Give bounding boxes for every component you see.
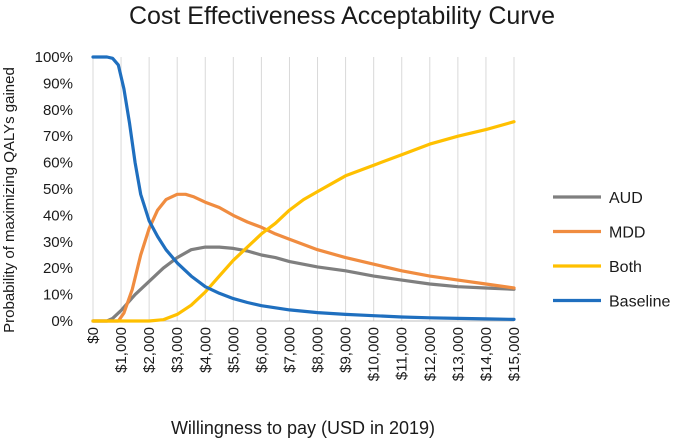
- y-tick-label: 50%: [43, 181, 73, 198]
- legend: AUD MDD Both Baseline: [553, 190, 670, 311]
- series-line-baseline: [91, 55, 516, 321]
- y-tick-label: 20%: [43, 260, 73, 277]
- x-tick-label: $7,000: [281, 327, 298, 373]
- y-tick-label: 30%: [43, 234, 73, 251]
- x-tick-label: $3,000: [169, 327, 186, 373]
- x-tick-label: $6,000: [253, 327, 270, 373]
- y-tick-labels: 0% 10% 20% 30% 40% 50% 60% 70% 80% 90% 100%: [35, 49, 73, 330]
- x-tick-label: $2,000: [141, 327, 158, 373]
- chart-title: Cost Effectiveness Acceptability Curve: [129, 2, 555, 30]
- series-line-both: [91, 120, 516, 323]
- x-tick-label: $1,000: [113, 327, 130, 373]
- x-tick-label: $5,000: [225, 327, 242, 373]
- y-tick-label: 60%: [43, 155, 73, 172]
- x-tick-label: $0: [85, 327, 102, 344]
- x-axis-title: Willingness to pay (USD in 2019): [171, 418, 435, 438]
- legend-label-baseline: Baseline: [609, 294, 670, 311]
- x-tick-labels: $0 $1,000 $2,000 $3,000 $4,000 $5,000 $6,000 $7…: [85, 327, 523, 381]
- series-line-aud: [91, 245, 516, 323]
- x-tick-label: $10,000: [366, 327, 383, 381]
- y-tick-label: 100%: [35, 49, 73, 66]
- legend-label-mdd: MDD: [609, 225, 645, 242]
- gridlines: [92, 57, 515, 321]
- x-tick-label: $13,000: [450, 327, 467, 381]
- series-line-mdd: [91, 192, 516, 323]
- y-tick-label: 90%: [43, 75, 73, 92]
- x-tick-label: $14,000: [478, 327, 495, 381]
- x-tick-label: $4,000: [197, 327, 214, 373]
- y-tick-label: 40%: [43, 207, 73, 224]
- y-tick-label: 80%: [43, 102, 73, 119]
- x-tick-label: $9,000: [338, 327, 355, 373]
- legend-label-aud: AUD: [609, 190, 643, 207]
- x-tick-label: $11,000: [394, 327, 411, 380]
- x-tick-label: $12,000: [422, 327, 439, 381]
- y-axis-title: Probability of maximizing QALYs gained: [1, 67, 18, 333]
- x-tick-label: $8,000: [310, 327, 327, 373]
- x-tick-label: $15,000: [506, 327, 523, 381]
- y-tick-label: 10%: [43, 287, 73, 304]
- y-tick-label: 0%: [51, 313, 73, 330]
- legend-label-both: Both: [609, 259, 642, 276]
- series-group: [91, 55, 516, 323]
- y-tick-label: 70%: [43, 128, 73, 145]
